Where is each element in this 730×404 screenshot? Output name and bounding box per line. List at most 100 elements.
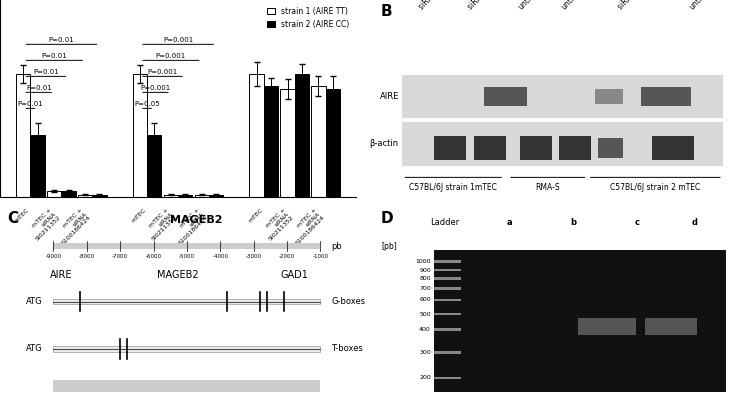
Text: 800: 800 [419,276,431,281]
Bar [434,299,461,301]
Text: β-actin: β-actin [369,139,399,148]
Bar [577,318,636,335]
Bar [78,195,93,197]
Text: C57BL/6J strain 2 mTEC: C57BL/6J strain 2 mTEC [610,183,700,192]
Bar [641,87,691,106]
Bar [53,243,320,249]
Bar [559,136,591,160]
Text: T-boxes: T-boxes [331,344,363,354]
Bar [588,122,723,166]
Text: -7000: -7000 [112,254,128,259]
Text: P=0.01: P=0.01 [48,37,74,43]
Text: B: B [381,4,393,19]
Text: siRNA SI 0211352: siRNA SI 0211352 [417,0,471,12]
Text: untreated: untreated [559,0,592,12]
Bar [434,313,461,315]
Bar [295,74,309,197]
Text: P=0.05: P=0.05 [134,101,160,107]
Bar [195,195,209,197]
Bar [434,260,461,263]
Bar [178,195,192,197]
Text: -3000: -3000 [246,254,262,259]
Text: D: D [381,211,393,226]
Text: b: b [570,218,576,227]
Bar [434,277,461,280]
Text: RMA-S: RMA-S [535,183,560,192]
Text: [pb]: [pb] [381,242,397,251]
Text: C57BL/6J strain 1mTEC: C57BL/6J strain 1mTEC [410,183,497,192]
Bar [147,135,161,197]
Bar [61,191,76,197]
Text: P=0.001: P=0.001 [155,53,186,59]
Bar [434,269,461,271]
Text: -4000: -4000 [212,254,228,259]
Bar [520,136,552,160]
Text: P=0.001: P=0.001 [163,37,193,43]
Bar [326,89,340,197]
Bar [209,195,223,197]
Bar [402,122,588,166]
Text: 400: 400 [419,327,431,332]
Bar [645,318,697,335]
Text: a: a [507,218,512,227]
Bar [31,135,45,197]
Text: AIRE: AIRE [50,270,73,280]
Text: -5000: -5000 [179,254,195,259]
Bar [474,136,506,160]
Bar [484,87,527,106]
Bar [652,136,694,160]
Text: MAGEB2: MAGEB2 [157,270,199,280]
Text: P=0.01: P=0.01 [26,85,52,91]
Bar [264,86,278,197]
Bar [53,346,320,352]
Text: 900: 900 [419,267,431,273]
Bar [280,89,295,197]
Text: 700: 700 [419,286,431,291]
Text: siRNA SI 0211352: siRNA SI 0211352 [616,0,670,12]
Bar [164,195,178,197]
Text: siRNA S100186424: siRNA S100186424 [466,0,525,12]
Text: G-boxes: G-boxes [331,297,365,306]
Text: -2000: -2000 [279,254,295,259]
Text: pb: pb [331,242,342,251]
Bar [434,328,461,331]
Text: ATG: ATG [26,344,43,354]
Text: -8000: -8000 [79,254,95,259]
Text: ATG: ATG [26,297,43,306]
Bar [312,86,326,197]
Text: Ladder: Ladder [431,218,460,227]
Bar [434,250,726,392]
Bar [434,287,461,290]
Text: untreated: untreated [516,0,550,12]
Text: GAD1: GAD1 [281,270,309,280]
Bar [402,75,588,118]
Text: P=0.001: P=0.001 [140,85,171,91]
Text: d: d [691,218,697,227]
Bar [47,191,61,197]
Text: -9000: -9000 [45,254,61,259]
Text: 300: 300 [419,350,431,355]
Text: 500: 500 [419,311,431,317]
Text: untreated: untreated [687,0,721,12]
Text: AIRE: AIRE [380,92,399,101]
Bar [434,136,466,160]
Bar [250,74,264,197]
Text: -6000: -6000 [145,254,161,259]
Text: 600: 600 [419,297,431,303]
Bar [599,138,623,158]
Text: 200: 200 [419,375,431,381]
Text: P=0.001: P=0.001 [147,69,177,75]
Text: MAGEB2: MAGEB2 [169,215,222,225]
Bar [16,74,31,197]
Text: 1000: 1000 [415,259,431,264]
Text: P=0.01: P=0.01 [42,53,67,59]
Text: c: c [635,218,640,227]
Bar [93,195,107,197]
Legend: strain 1 (AIRE TT), strain 2 (AIRE CC): strain 1 (AIRE TT), strain 2 (AIRE CC) [264,4,353,32]
Bar [53,380,320,392]
Bar [595,89,623,105]
Bar [434,351,461,354]
Text: -1000: -1000 [312,254,328,259]
Text: P=0.01: P=0.01 [18,101,43,107]
Text: P=0.01: P=0.01 [33,69,59,75]
